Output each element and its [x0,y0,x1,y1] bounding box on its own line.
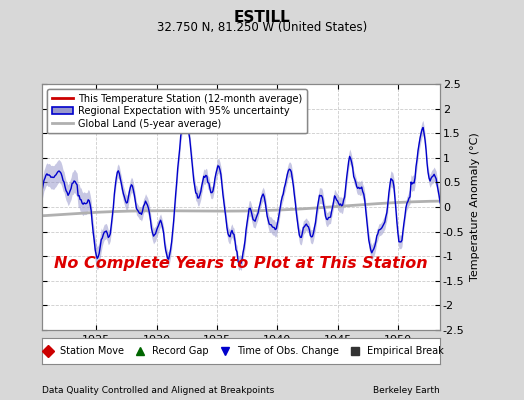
Legend: Station Move, Record Gap, Time of Obs. Change, Empirical Break: Station Move, Record Gap, Time of Obs. C… [35,343,447,359]
Text: 32.750 N, 81.250 W (United States): 32.750 N, 81.250 W (United States) [157,21,367,34]
Legend: This Temperature Station (12-month average), Regional Expectation with 95% uncer: This Temperature Station (12-month avera… [47,89,307,134]
Y-axis label: Temperature Anomaly (°C): Temperature Anomaly (°C) [470,133,480,281]
Text: Berkeley Earth: Berkeley Earth [374,386,440,395]
Text: ESTILL: ESTILL [234,10,290,25]
Text: No Complete Years to Plot at This Station: No Complete Years to Plot at This Statio… [54,256,428,271]
Text: Data Quality Controlled and Aligned at Breakpoints: Data Quality Controlled and Aligned at B… [42,386,274,395]
